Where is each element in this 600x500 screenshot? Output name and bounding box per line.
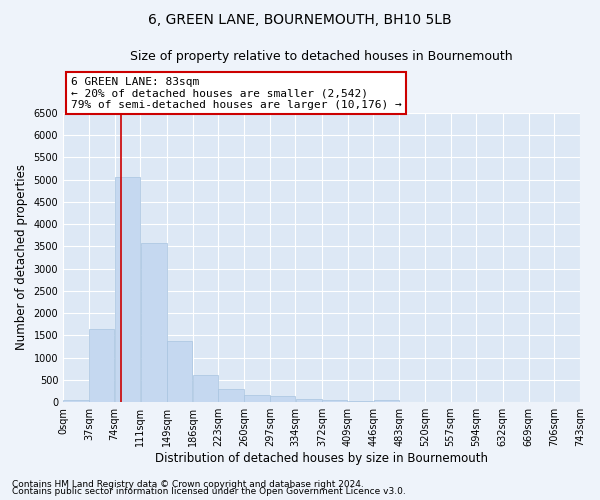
Bar bbox=[374, 400, 399, 402]
Bar bbox=[296, 398, 322, 402]
Bar bbox=[167, 340, 193, 402]
Bar bbox=[115, 178, 140, 402]
Text: Contains HM Land Registry data © Crown copyright and database right 2024.: Contains HM Land Registry data © Crown c… bbox=[12, 480, 364, 489]
Bar bbox=[64, 400, 89, 402]
X-axis label: Distribution of detached houses by size in Bournemouth: Distribution of detached houses by size … bbox=[155, 452, 488, 465]
Bar bbox=[348, 400, 373, 402]
Title: Size of property relative to detached houses in Bournemouth: Size of property relative to detached ho… bbox=[130, 50, 513, 63]
Text: 6, GREEN LANE, BOURNEMOUTH, BH10 5LB: 6, GREEN LANE, BOURNEMOUTH, BH10 5LB bbox=[148, 12, 452, 26]
Bar bbox=[322, 400, 347, 402]
Bar bbox=[270, 396, 295, 402]
Y-axis label: Number of detached properties: Number of detached properties bbox=[15, 164, 28, 350]
Bar bbox=[140, 242, 167, 402]
Text: 6 GREEN LANE: 83sqm
← 20% of detached houses are smaller (2,542)
79% of semi-det: 6 GREEN LANE: 83sqm ← 20% of detached ho… bbox=[71, 76, 401, 110]
Bar bbox=[244, 395, 269, 402]
Bar bbox=[218, 388, 244, 402]
Text: Contains public sector information licensed under the Open Government Licence v3: Contains public sector information licen… bbox=[12, 487, 406, 496]
Bar bbox=[193, 376, 218, 402]
Bar bbox=[89, 328, 115, 402]
